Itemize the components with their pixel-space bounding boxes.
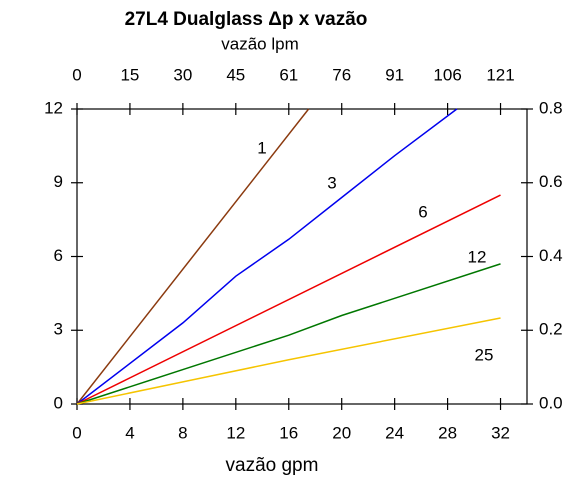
y-tick-label: 3 — [54, 320, 63, 339]
x-tick-label: 20 — [332, 423, 351, 442]
line-label: 6 — [418, 202, 427, 221]
x2-tick-label: 0 — [72, 65, 81, 84]
x-tick-label: 24 — [385, 423, 404, 442]
data-line — [76, 108, 458, 405]
line-label: 1 — [257, 138, 266, 157]
y2-tick-label: 0.8 — [539, 98, 563, 117]
x2-tick-label: 121 — [486, 65, 514, 84]
x2-tick-label: 91 — [385, 65, 404, 84]
x-tick-label: 32 — [491, 423, 510, 442]
y2-tick-label: 0.6 — [539, 172, 563, 191]
x2-tick-label: 15 — [120, 65, 139, 84]
chart-title: 27L4 Dualglass Δp x vazão — [125, 9, 368, 30]
y2-tick-label: 0.4 — [539, 246, 563, 265]
data-line — [76, 317, 501, 405]
x-tick-label: 16 — [279, 423, 298, 442]
line-label: 25 — [475, 345, 494, 364]
data-line — [76, 194, 501, 405]
x2-tick-label: 76 — [332, 65, 351, 84]
x-tick-label: 0 — [72, 423, 81, 442]
x2-tick-label: 45 — [226, 65, 245, 84]
x2-axis-label: vazão lpm — [221, 34, 298, 53]
data-line — [76, 263, 501, 405]
y-tick-label: 9 — [54, 172, 63, 191]
y-tick-label: 0 — [54, 393, 63, 412]
x-tick-label: 8 — [178, 423, 187, 442]
x-tick-label: 12 — [226, 423, 245, 442]
y-tick-label: 6 — [54, 246, 63, 265]
y2-tick-label: 0.0 — [539, 393, 563, 412]
x2-tick-label: 106 — [433, 65, 461, 84]
y2-tick-label: 0.2 — [539, 320, 563, 339]
x-tick-label: 28 — [438, 423, 457, 442]
data-line — [76, 108, 310, 405]
x2-tick-label: 61 — [279, 65, 298, 84]
x2-tick-label: 30 — [173, 65, 192, 84]
line-label: 3 — [327, 173, 336, 192]
plot-frame — [76, 108, 528, 405]
x-axis-label: vazão gpm — [226, 455, 319, 476]
y-tick-label: 12 — [44, 98, 63, 117]
x-tick-label: 4 — [125, 423, 134, 442]
line-label: 12 — [468, 247, 487, 266]
